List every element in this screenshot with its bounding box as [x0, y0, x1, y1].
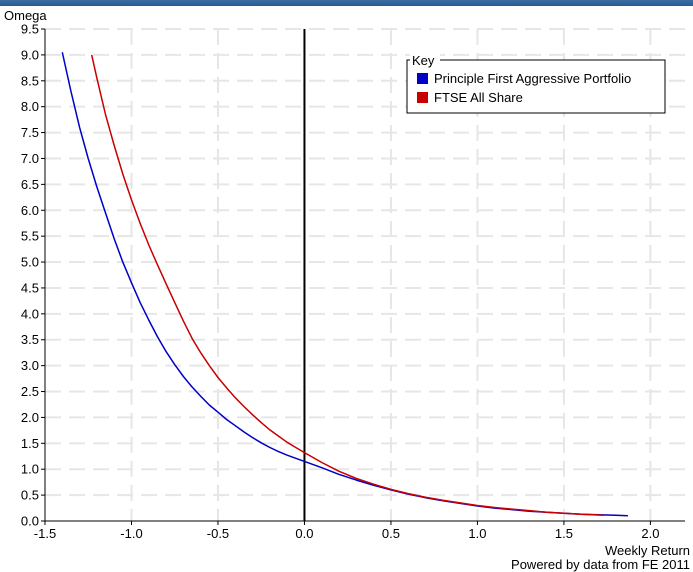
y-tick-label: 4.5 [21, 280, 39, 295]
y-tick-label: 5.5 [21, 229, 39, 244]
y-axis-label: Omega [4, 8, 47, 23]
legend-title-bg [410, 53, 440, 67]
legend: Key Principle First Aggressive Portfolio… [406, 53, 666, 114]
x-tick-label: 2.0 [641, 526, 659, 541]
y-tick-label: 5.0 [21, 255, 39, 270]
series-line-ftse [90, 54, 604, 517]
x-axis-label: Weekly Return [605, 543, 690, 558]
y-tick-label: 3.5 [21, 332, 39, 347]
y-tick-label: 8.0 [21, 99, 39, 114]
x-tick-label: -1.5 [34, 526, 56, 541]
x-tick-label: 1.0 [468, 526, 486, 541]
y-tick-label: 3.0 [21, 358, 39, 373]
y-tick-label: 6.0 [21, 203, 39, 218]
y-tick-label: 8.5 [21, 73, 39, 88]
y-tick-label: 9.5 [21, 22, 39, 37]
y-tick-label: 7.0 [21, 151, 39, 166]
legend-swatch-ftse [417, 92, 428, 103]
x-tick-label: 0.5 [382, 526, 400, 541]
tick-labels: 0.0 0.5 1.0 1.5 2.0 2.5 3.0 3.5 4.0 4.5 5.0 5.5 6.0 6… [21, 22, 660, 542]
legend-swatch-portfolio [417, 73, 428, 84]
axes [41, 28, 685, 525]
y-tick-label: 1.0 [21, 462, 39, 477]
x-tick-label: 1.5 [555, 526, 573, 541]
footer-credit: Powered by data from FE 2011 [511, 557, 690, 572]
legend-label-ftse: FTSE All Share [434, 90, 523, 105]
legend-box [406, 59, 666, 114]
y-tick-label: 7.5 [21, 125, 39, 140]
header-bar [0, 0, 693, 6]
legend-title: Key [412, 53, 435, 68]
y-tick-label: 0.5 [21, 488, 39, 503]
x-tick-label: -0.5 [207, 526, 229, 541]
legend-label-portfolio: Principle First Aggressive Portfolio [434, 71, 631, 86]
y-tick-label: 2.5 [21, 384, 39, 399]
x-tick-label: -1.0 [120, 526, 142, 541]
y-tick-label: 6.5 [21, 177, 39, 192]
y-tick-label: 0.0 [21, 514, 39, 529]
x-tick-label: 0.0 [295, 526, 313, 541]
y-tick-label: 1.5 [21, 436, 39, 451]
series-lines [61, 52, 628, 517]
series-line-portfolio [61, 52, 628, 517]
y-tick-label: 4.0 [21, 306, 39, 321]
y-tick-label: 9.0 [21, 47, 39, 62]
y-tick-label: 2.0 [21, 410, 39, 425]
